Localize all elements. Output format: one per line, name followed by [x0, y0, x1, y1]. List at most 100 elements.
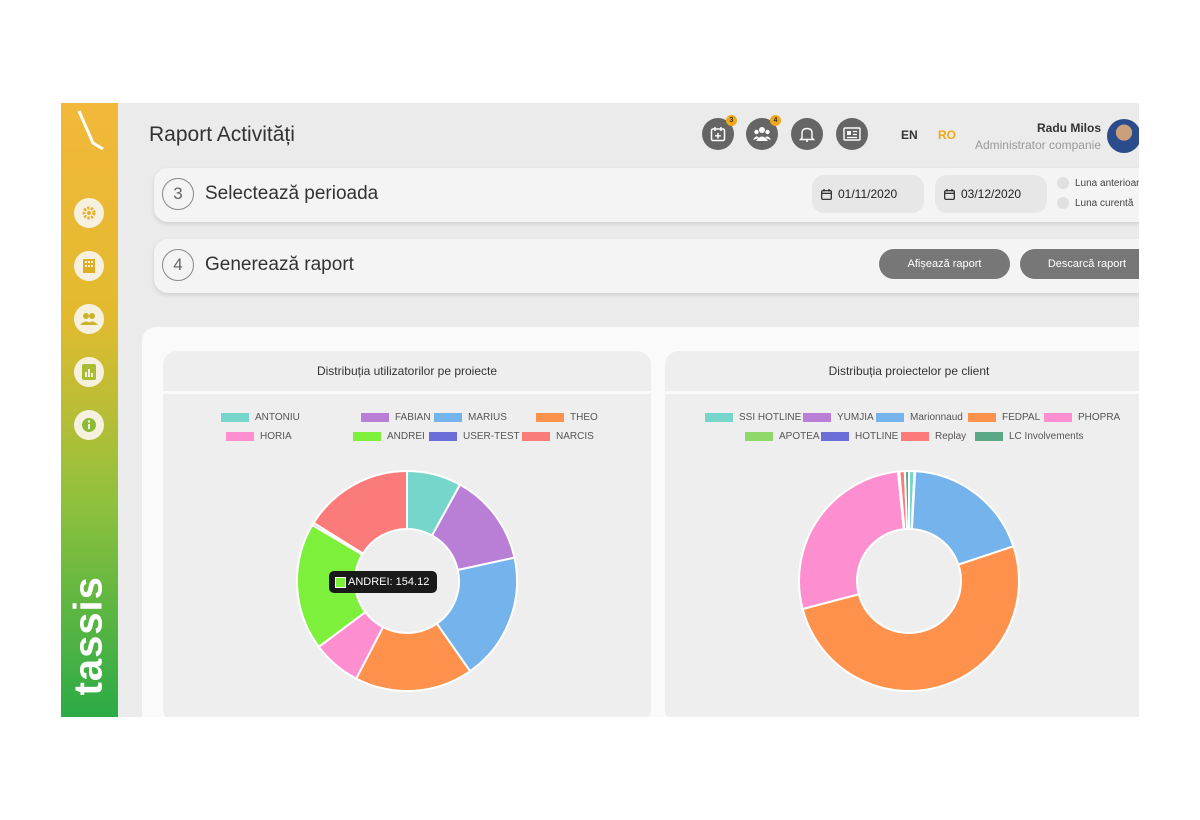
user-role: Administrator companie	[974, 138, 1101, 152]
show-report-button[interactable]: Afișează raport	[879, 249, 1010, 279]
calendar-badge: 3	[726, 115, 737, 126]
radio-dot	[1057, 177, 1069, 189]
legend-swatch	[226, 432, 254, 441]
people-icon[interactable]	[74, 304, 104, 334]
legend-item[interactable]: ANTONIU	[221, 412, 300, 423]
donut-chart-clients[interactable]	[665, 351, 1139, 717]
legend-item[interactable]: PHOPRA	[1044, 412, 1120, 423]
legend-label: APOTEA	[779, 431, 820, 442]
legend-swatch	[221, 413, 249, 422]
legend-label: PHOPRA	[1078, 412, 1121, 423]
legend-label: HORIA	[260, 431, 292, 442]
building-icon[interactable]	[74, 251, 104, 281]
legend-item[interactable]: THEO	[536, 412, 598, 423]
legend-swatch	[429, 432, 457, 441]
brand-logo: tassis	[66, 576, 111, 696]
info-icon[interactable]	[74, 410, 104, 440]
radio-dot	[1057, 197, 1069, 209]
legend-swatch	[522, 432, 550, 441]
radio-current-month[interactable]: Luna curentă	[1057, 197, 1133, 209]
news-button[interactable]	[836, 118, 868, 150]
chart-tooltip: ANDREI: 154.12	[329, 571, 438, 593]
tooltip-swatch	[335, 576, 346, 588]
date-to-value: 03/12/2020	[961, 187, 1022, 201]
donut-chart-users[interactable]	[163, 351, 651, 717]
legend-label: NARCIS	[556, 431, 594, 442]
legend-swatch	[901, 432, 929, 441]
donut-slice-marionnaud[interactable]	[910, 470, 1015, 566]
tooltip-text: ANDREI: 154.12	[348, 576, 430, 588]
notifications-button[interactable]	[791, 118, 823, 150]
legend-swatch	[821, 432, 849, 441]
legend-label: SSI HOTLINE	[739, 412, 802, 423]
donut-slice-narcis[interactable]	[312, 469, 408, 555]
legend-item[interactable]: SSI HOTLINE	[705, 412, 801, 423]
lang-ro[interactable]: RO	[938, 128, 956, 142]
step-label: Selectează perioada	[205, 183, 379, 204]
legend-item[interactable]: Replay	[901, 431, 966, 442]
download-report-button[interactable]: Descarcă raport	[1020, 249, 1139, 279]
chart-title: Distribuția proiectelor pe client	[665, 351, 1139, 394]
legend-item[interactable]: FABIAN	[361, 412, 431, 423]
logo-arrow-icon[interactable]	[77, 109, 105, 157]
legend-item[interactable]: APOTEA	[745, 431, 820, 442]
user-name: Radu Milos	[1036, 121, 1101, 135]
sidebar: tassis	[61, 103, 118, 717]
legend-label: USER-TEST	[463, 431, 520, 442]
step-label: Generează raport	[205, 254, 354, 275]
radio-label: Luna anterioară	[1075, 177, 1139, 189]
bell-icon	[799, 127, 815, 142]
legend-label: MARIUS	[468, 412, 507, 423]
legend-swatch	[361, 413, 389, 422]
report-chart-icon[interactable]	[74, 357, 104, 387]
legend-swatch	[745, 432, 773, 441]
legend-swatch	[536, 413, 564, 422]
date-from-field[interactable]: 01/11/2020	[812, 175, 924, 213]
legend-item[interactable]: YUMJIA	[803, 412, 874, 423]
settings-gear-icon[interactable]	[74, 198, 104, 228]
legend-swatch	[705, 413, 733, 422]
legend-item[interactable]: USER-TEST	[429, 431, 520, 442]
calendar-icon	[944, 188, 955, 200]
donut-slice-fedpal[interactable]	[801, 545, 1020, 692]
calendar-add-icon	[710, 127, 726, 142]
lang-en[interactable]: EN	[901, 128, 918, 142]
legend-swatch	[434, 413, 462, 422]
radio-previous-month[interactable]: Luna anterioară	[1057, 177, 1139, 189]
legend-item[interactable]: Marionnaud	[876, 412, 963, 423]
users-button[interactable]: 4	[746, 115, 781, 150]
date-from-value: 01/11/2020	[838, 187, 898, 201]
step-number: 4	[162, 249, 194, 281]
calendar-icon	[821, 188, 832, 200]
legend-swatch	[975, 432, 1003, 441]
legend-swatch	[803, 413, 831, 422]
legend-label: Replay	[935, 431, 967, 442]
legend-item[interactable]: HORIA	[226, 431, 292, 442]
legend-item[interactable]: FEDPAL	[968, 412, 1040, 423]
app-window: tassis Raport Activități 3 4 EN RO Radu …	[61, 103, 1139, 717]
legend-item[interactable]: LC Involvements	[975, 431, 1083, 442]
calendar-add-button[interactable]: 3	[702, 115, 737, 150]
legend-item[interactable]: NARCIS	[522, 431, 594, 442]
legend-label: YUMJIA	[837, 412, 874, 423]
users-icon	[753, 127, 771, 141]
charts-panel: Distribuția utilizatorilor pe proiecte A…	[142, 327, 1139, 717]
legend-label: FEDPAL	[1002, 412, 1041, 423]
legend-item[interactable]: ANDREI	[353, 431, 425, 442]
avatar[interactable]	[1107, 119, 1139, 153]
legend-item[interactable]: MARIUS	[434, 412, 507, 423]
chart-card-users: Distribuția utilizatorilor pe proiecte A…	[163, 351, 651, 717]
date-to-field[interactable]: 03/12/2020	[935, 175, 1047, 213]
donut-slice-lc-involvements[interactable]	[903, 469, 910, 531]
legend-label: ANTONIU	[255, 412, 300, 423]
chart-title: Distribuția utilizatorilor pe proiecte	[163, 351, 651, 394]
step-select-period: 3 Selectează perioada 01/11/2020 03/12/2…	[154, 168, 1139, 222]
news-icon	[843, 127, 861, 141]
legend-label: LC Involvements	[1009, 431, 1084, 442]
legend-swatch	[353, 432, 381, 441]
legend-item[interactable]: HOTLINE	[821, 431, 898, 442]
legend-swatch	[1044, 413, 1072, 422]
radio-label: Luna curentă	[1075, 197, 1134, 209]
donut-slice-phopra[interactable]	[798, 470, 905, 611]
legend-label: HOTLINE	[855, 431, 899, 442]
